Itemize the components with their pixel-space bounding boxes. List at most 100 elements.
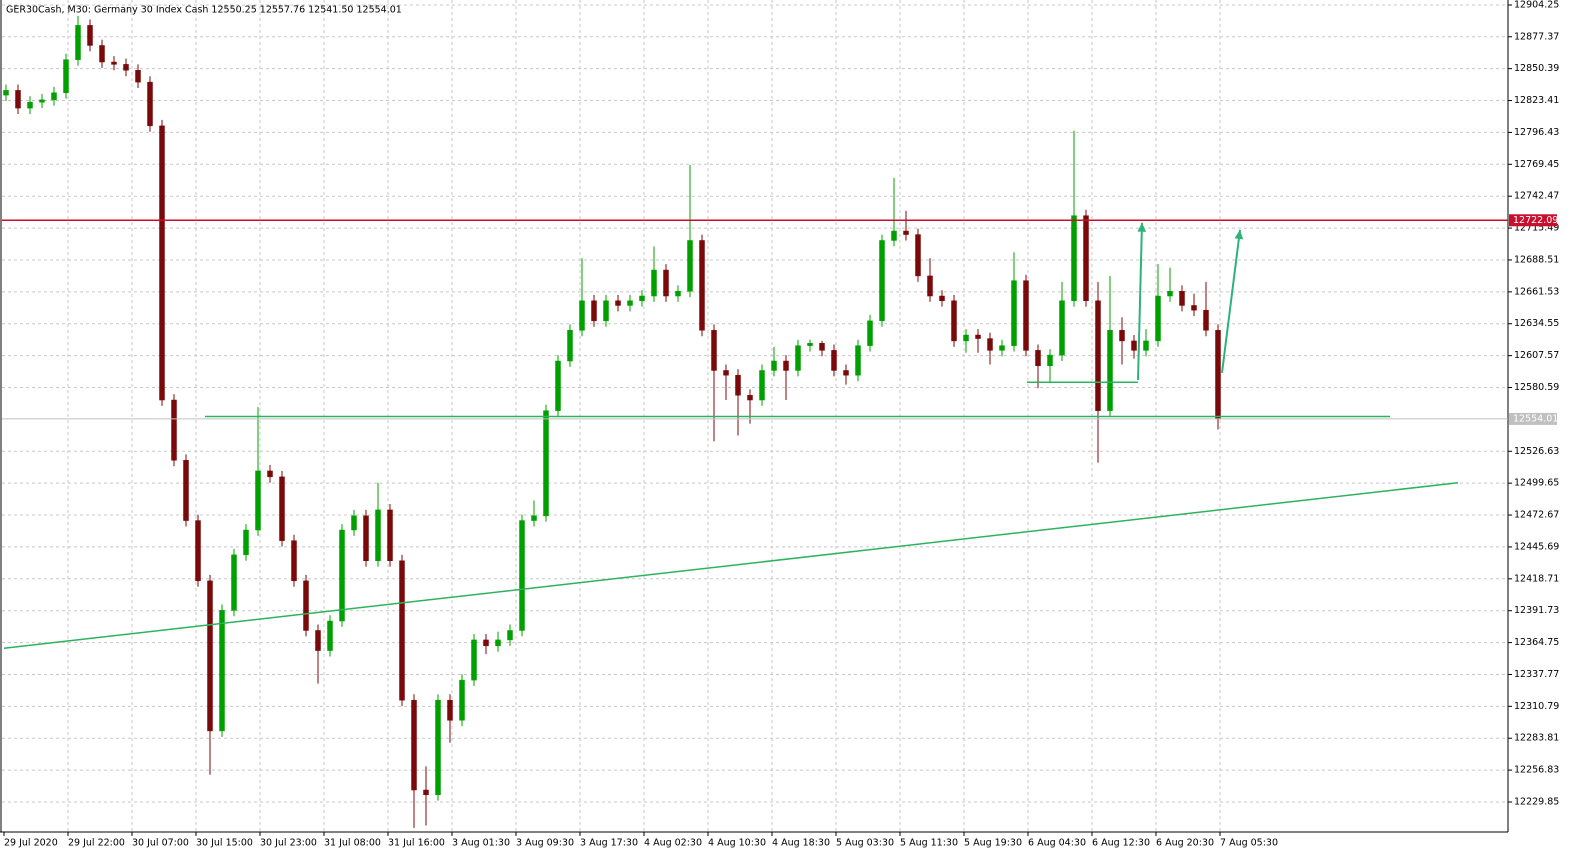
y-tick-label: 12499.65 xyxy=(1514,478,1559,489)
candle-body xyxy=(327,620,333,651)
x-tick-label: 5 Aug 03:30 xyxy=(836,838,894,849)
candle-body xyxy=(279,476,285,541)
y-tick-label: 12472.67 xyxy=(1514,510,1559,521)
x-tick-label: 5 Aug 11:30 xyxy=(900,838,958,849)
candle-body xyxy=(771,360,777,371)
candle-body xyxy=(927,275,933,297)
candle-body xyxy=(399,560,405,701)
candle-body xyxy=(627,300,633,306)
x-tick-label: 30 Jul 23:00 xyxy=(260,838,317,849)
candle-body xyxy=(507,630,513,641)
candle-body xyxy=(1131,340,1137,351)
candle-body xyxy=(855,345,861,376)
candle-body xyxy=(723,370,729,376)
candle-body xyxy=(315,630,321,651)
y-tick-label: 12823.41 xyxy=(1514,95,1559,106)
candle-body xyxy=(363,515,369,561)
candle-body xyxy=(1047,354,1053,366)
candle-body xyxy=(807,343,813,346)
candle-body xyxy=(291,540,297,582)
candle-body xyxy=(1035,350,1041,366)
y-tick-label: 12391.73 xyxy=(1514,605,1559,616)
y-tick-label: 12904.25 xyxy=(1514,0,1559,10)
candle-body xyxy=(963,334,969,342)
candle-body xyxy=(879,240,885,322)
candle-body xyxy=(447,699,453,721)
x-tick-label: 4 Aug 02:30 xyxy=(644,838,702,849)
chart-title: GER30Cash, M30: Germany 30 Index Cash 12… xyxy=(6,5,402,16)
candle-body xyxy=(843,370,849,376)
x-tick-label: 30 Jul 07:00 xyxy=(132,838,189,849)
y-tick-label: 12418.71 xyxy=(1514,573,1559,584)
x-tick-label: 3 Aug 01:30 xyxy=(452,838,510,849)
candle-body xyxy=(27,101,33,109)
candle-body xyxy=(687,240,693,292)
candle-body xyxy=(1107,330,1113,411)
candle-body xyxy=(1119,330,1125,342)
candle-body xyxy=(87,25,93,46)
candle-body xyxy=(387,509,393,561)
candle-body xyxy=(1215,330,1221,420)
candle-body xyxy=(615,300,621,306)
price-label-box xyxy=(1509,412,1557,425)
candle-body xyxy=(543,410,549,517)
candle-body xyxy=(567,330,573,362)
y-tick-label: 12742.47 xyxy=(1514,191,1559,202)
candle-body xyxy=(831,350,837,371)
candle-body xyxy=(903,230,909,235)
candle-body xyxy=(1071,215,1077,301)
x-tick-label: 7 Aug 05:30 xyxy=(1220,838,1278,849)
candle-body xyxy=(999,345,1005,351)
candle-body xyxy=(555,360,561,411)
y-tick-label: 12769.45 xyxy=(1514,159,1559,170)
candle-body xyxy=(495,639,501,647)
y-tick-label: 12364.75 xyxy=(1514,637,1559,648)
candle-body xyxy=(1011,280,1017,346)
candle-body xyxy=(531,515,537,521)
price-label: 12554.01 xyxy=(1513,413,1558,424)
x-tick-label: 29 Jul 2020 xyxy=(4,838,58,849)
candle-body xyxy=(951,300,957,342)
y-tick-label: 12229.85 xyxy=(1514,797,1559,808)
candle-body xyxy=(1191,305,1197,311)
candle-body xyxy=(471,639,477,681)
x-tick-label: 6 Aug 04:30 xyxy=(1028,838,1086,849)
candle-body xyxy=(339,529,345,622)
x-tick-label: 29 Jul 22:00 xyxy=(68,838,125,849)
x-tick-label: 4 Aug 10:30 xyxy=(708,838,766,849)
candle-body xyxy=(735,374,741,396)
candle-body xyxy=(699,240,705,331)
candle-body xyxy=(51,92,57,101)
x-tick-label: 4 Aug 18:30 xyxy=(772,838,830,849)
y-tick-label: 12445.69 xyxy=(1514,541,1559,552)
x-tick-label: 6 Aug 20:30 xyxy=(1156,838,1214,849)
candle-body xyxy=(711,330,717,371)
x-tick-label: 5 Aug 19:30 xyxy=(964,838,1022,849)
y-tick-label: 12634.55 xyxy=(1514,318,1559,329)
candle-body xyxy=(915,234,921,277)
candle-body xyxy=(207,580,213,732)
candle-body xyxy=(747,395,753,401)
y-tick-label: 12661.53 xyxy=(1514,286,1559,297)
candle-body xyxy=(231,554,237,611)
candle-body xyxy=(603,300,609,322)
y-tick-label: 12337.77 xyxy=(1514,669,1559,680)
y-tick-label: 12796.43 xyxy=(1514,127,1559,138)
resistance-label: 12722.09 xyxy=(1513,215,1558,226)
y-tick-label: 12580.59 xyxy=(1514,382,1559,393)
candle-body xyxy=(639,295,645,301)
x-tick-label: 3 Aug 17:30 xyxy=(580,838,638,849)
candle-body xyxy=(267,470,273,478)
arrow xyxy=(1221,229,1241,373)
y-tick-label: 12283.81 xyxy=(1514,733,1559,744)
candle-body xyxy=(891,230,897,241)
candle-body xyxy=(1179,291,1185,306)
y-tick-label: 12850.39 xyxy=(1514,63,1559,74)
candle-body xyxy=(351,515,357,531)
candle-body xyxy=(939,295,945,301)
x-tick-label: 31 Jul 08:00 xyxy=(324,838,381,849)
y-tick-label: 12688.51 xyxy=(1514,254,1559,265)
candle-body xyxy=(987,338,993,351)
